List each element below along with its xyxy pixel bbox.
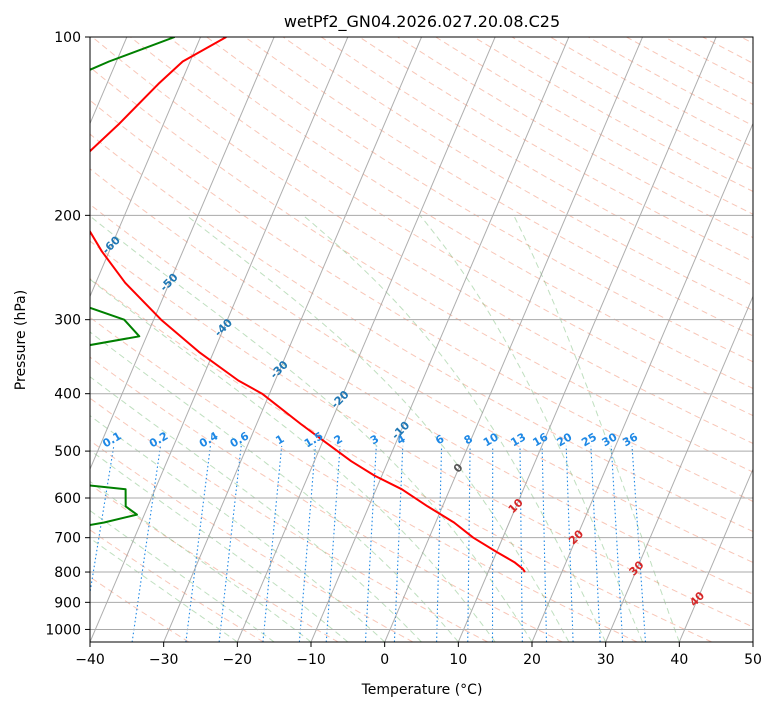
x-tick-label: 30 <box>597 652 615 668</box>
mixing-ratio-line <box>519 445 523 642</box>
moist-adiabat-line <box>90 215 533 642</box>
dry-adiabat-line <box>90 203 753 595</box>
plot-background <box>90 37 753 642</box>
moist-adiabat-line <box>513 215 680 642</box>
mixing-ratio-line <box>565 445 574 642</box>
mixing-ratio-line <box>298 445 316 642</box>
y-tick-label: 100 <box>54 30 81 46</box>
moist-adiabat-line <box>90 415 386 642</box>
x-tick-label: −10 <box>296 652 326 668</box>
x-tick-label: 10 <box>449 652 467 668</box>
mixing-ratio-line <box>325 445 341 642</box>
mixing-ratio-line <box>262 445 283 642</box>
isotherm-line <box>531 122 753 642</box>
dry-adiabat-line <box>244 37 753 337</box>
dry-adiabat-line <box>90 99 753 502</box>
dry-adiabat-line <box>91 37 753 445</box>
x-tick-label: 0 <box>380 652 389 668</box>
isotherm-line <box>163 37 423 642</box>
y-tick-label: 500 <box>54 444 81 460</box>
moist-adiabat-line <box>90 278 496 642</box>
mixing-ratio-line <box>631 445 647 642</box>
isotherm-line <box>90 37 202 298</box>
moist-adiabat-line <box>90 537 238 642</box>
moist-adiabat-line <box>90 376 422 642</box>
isotherm-line <box>90 37 128 125</box>
isotherm-line <box>310 37 570 642</box>
y-tick-label: 200 <box>54 208 81 224</box>
isotherm-line <box>605 295 753 642</box>
x-tick-label: 50 <box>744 652 762 668</box>
mixing-ratio-line <box>218 445 242 642</box>
mixing-ratio-line <box>436 445 443 642</box>
dry-adiabat-line <box>90 316 638 642</box>
y-tick-label: 700 <box>54 531 81 547</box>
mixing-ratio-line <box>610 445 624 642</box>
x-tick-label: −30 <box>149 652 179 668</box>
x-axis-label: Temperature (°C) <box>361 682 483 698</box>
plot-frame <box>89 36 754 643</box>
x-tick-label: −20 <box>223 652 253 668</box>
moist-adiabat-line <box>90 331 459 642</box>
dry-adiabat-line <box>90 278 712 642</box>
dry-adiabat-line <box>168 37 753 389</box>
y-tick-label: 800 <box>54 565 81 581</box>
isotherm-line <box>90 37 275 471</box>
mixing-ratio-line <box>364 445 377 642</box>
mixing-ratio-line <box>185 445 211 642</box>
profile-line <box>90 37 176 527</box>
x-tick-label: −40 <box>75 652 105 668</box>
y-tick-label: 400 <box>54 387 81 403</box>
y-axis-label: Pressure (hPa) <box>13 290 29 390</box>
isotherm-line <box>90 37 349 642</box>
isotherm-line <box>236 37 496 642</box>
y-tick-label: 1000 <box>45 622 81 638</box>
profile-series <box>90 37 526 573</box>
moist-adiabat-line <box>302 214 607 642</box>
chart-title: wetPf2_GN04.2026.027.20.08.C25 <box>284 12 560 32</box>
moist-adiabat-line <box>90 509 275 642</box>
moist-adiabat-line <box>419 214 643 642</box>
mixing-ratio-line <box>467 445 471 642</box>
isobar-grid <box>90 37 753 642</box>
axis-ticks: −40 −30 −20 −10 0 10 20 30 40 50 100 200 300 400 500 60… <box>45 30 762 668</box>
dry-adiabat-line <box>90 133 753 533</box>
moist-adiabat-line <box>90 449 349 642</box>
isotherm-line <box>678 467 753 642</box>
dry-adiabat-line <box>90 240 753 628</box>
dry-adiabat-line <box>130 37 753 417</box>
dry-adiabat-line <box>282 37 753 312</box>
dry-adiabat-line <box>90 356 563 642</box>
mixing-ratio-line <box>90 445 115 596</box>
isotherm-line <box>384 37 644 642</box>
moist-adiabat-line <box>90 480 312 642</box>
y-tick-label: 300 <box>54 313 81 329</box>
x-tick-label: 40 <box>670 652 688 668</box>
isotherm-line <box>457 37 717 642</box>
dry-adiabat-line <box>90 483 339 642</box>
dry-adiabat-line <box>90 529 264 642</box>
y-tick-label: 600 <box>54 491 81 507</box>
x-tick-label: 20 <box>523 652 541 668</box>
profile-line <box>90 37 526 573</box>
mixing-ratio-line <box>590 445 601 642</box>
mixing-ratio-line <box>393 445 404 642</box>
y-tick-label: 900 <box>54 595 81 611</box>
mixing-ratio-line <box>541 445 548 642</box>
mixing-ratio-line <box>131 445 162 642</box>
